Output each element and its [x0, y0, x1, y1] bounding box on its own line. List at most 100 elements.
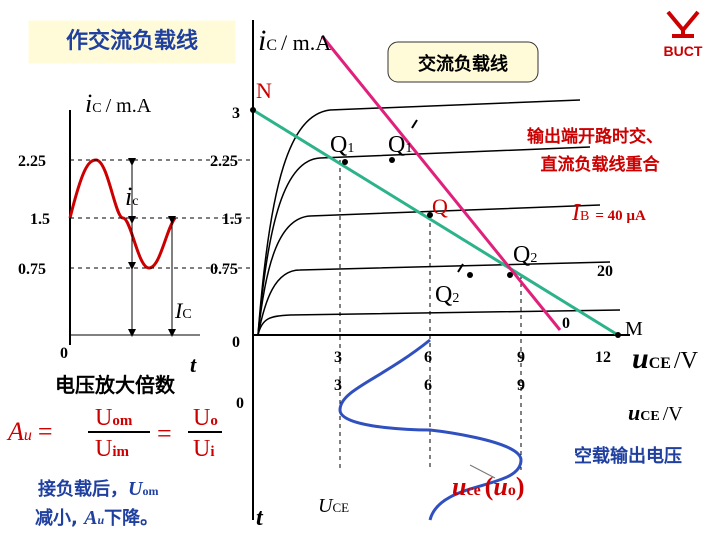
tick: 0: [236, 395, 244, 412]
tick: 6: [424, 349, 432, 366]
gain-note: 接负载后，Uom: [38, 478, 158, 500]
sub: i: [210, 444, 214, 460]
x-axis-label: uCE/V: [632, 342, 699, 375]
point-label: Q: [432, 194, 448, 219]
sub: 2: [452, 291, 459, 306]
sym: I: [174, 298, 184, 323]
sub: 1: [347, 141, 354, 156]
paren: ): [516, 472, 525, 501]
gain-heading: 电压放大倍数: [55, 373, 176, 397]
UCE-label: UCE: [318, 495, 349, 517]
axis-label: iC / m.A: [85, 89, 152, 118]
sub: om: [142, 484, 158, 498]
text: 减小,: [35, 507, 84, 529]
frac: Uo: [193, 405, 218, 431]
uce-label: uce (uo): [452, 472, 524, 501]
tick: 9: [517, 349, 525, 366]
sym: A: [6, 417, 24, 446]
tick: 3: [334, 349, 342, 366]
sym: i: [85, 89, 92, 118]
tick: 0: [232, 334, 240, 351]
decor: [27, 10, 700, 521]
gain-lhs: Au =: [6, 417, 53, 446]
sym: u: [628, 400, 640, 425]
point-label: M: [625, 318, 643, 340]
sym: Q: [513, 242, 530, 268]
tick: 1.5: [222, 211, 242, 228]
sym: i: [258, 24, 266, 57]
sym: U: [193, 436, 210, 462]
IC-label: IC: [174, 298, 192, 323]
tick: 1.5: [30, 211, 50, 228]
sym: u: [632, 342, 649, 375]
unit: /V: [663, 403, 684, 425]
t-label: t: [256, 505, 264, 531]
sub: CE: [640, 409, 659, 424]
sym: U: [193, 405, 210, 431]
tick: 2.25: [210, 153, 238, 170]
tick: 3: [334, 377, 342, 394]
gain-note: 减小, Au下降。: [35, 507, 158, 529]
sub: C: [266, 37, 277, 54]
text: 下降。: [104, 507, 158, 529]
sub: 1: [405, 141, 412, 156]
sub: om: [112, 413, 133, 429]
empty-label: 空载输出电压: [574, 445, 682, 467]
ib-text: = 40 µA: [595, 208, 646, 224]
logo: BUCT: [664, 43, 703, 59]
title: 作交流负载线: [66, 28, 198, 54]
point-label: Q2: [435, 282, 459, 308]
sub: o: [210, 413, 218, 429]
sub: ce: [466, 482, 480, 499]
sub: u: [97, 513, 104, 527]
tick: 0: [60, 345, 68, 362]
sub: C: [182, 307, 191, 322]
t-label: t: [190, 352, 197, 377]
paren: (: [485, 472, 494, 501]
axis-label: iC / m.A: [258, 24, 331, 57]
ic-label: ic: [125, 182, 138, 211]
sub: CE: [649, 355, 671, 372]
unit: / m.A: [281, 30, 331, 55]
sub: c: [132, 194, 138, 209]
ac-box: 交流负载线: [418, 53, 508, 75]
eq: =: [157, 419, 172, 448]
tick: 0: [562, 315, 570, 332]
sym: A: [82, 507, 97, 529]
unit: /V: [674, 348, 699, 374]
sym: u: [493, 472, 507, 501]
sub: CE: [332, 500, 349, 515]
sub: B: [580, 209, 589, 224]
note: 直流负载线重合: [541, 154, 661, 175]
sub: u: [24, 427, 32, 444]
text: 接负载后，: [38, 478, 128, 500]
sub: im: [112, 444, 129, 460]
frac: Ui: [193, 436, 215, 462]
sub: C: [92, 101, 101, 116]
tick: 12: [595, 349, 611, 366]
x-axis-label: uCE/V: [628, 400, 683, 425]
sub: 2: [530, 251, 537, 266]
sym: u: [452, 472, 466, 501]
point-label: Q2: [513, 242, 537, 268]
sym: U: [128, 478, 144, 500]
note: 输出端开路时交、: [527, 126, 663, 147]
tick: 6: [424, 377, 432, 394]
sym: i: [125, 182, 132, 211]
tick: 0.75: [18, 261, 46, 278]
point-label: Q1: [388, 132, 412, 158]
frac: Uom: [95, 405, 133, 431]
frac: Uim: [95, 436, 130, 462]
ib-label: IB = 40 µA: [571, 200, 646, 226]
sym: U: [95, 405, 112, 431]
sym: U: [95, 436, 112, 462]
ib-label: 20: [597, 263, 613, 280]
sym: Q: [435, 282, 452, 308]
sym: Q: [388, 132, 405, 158]
eq: =: [38, 417, 53, 446]
tick: 0.75: [210, 261, 238, 278]
tick: 2.25: [18, 153, 46, 170]
sym: U: [318, 495, 334, 517]
sub: o: [508, 482, 516, 499]
